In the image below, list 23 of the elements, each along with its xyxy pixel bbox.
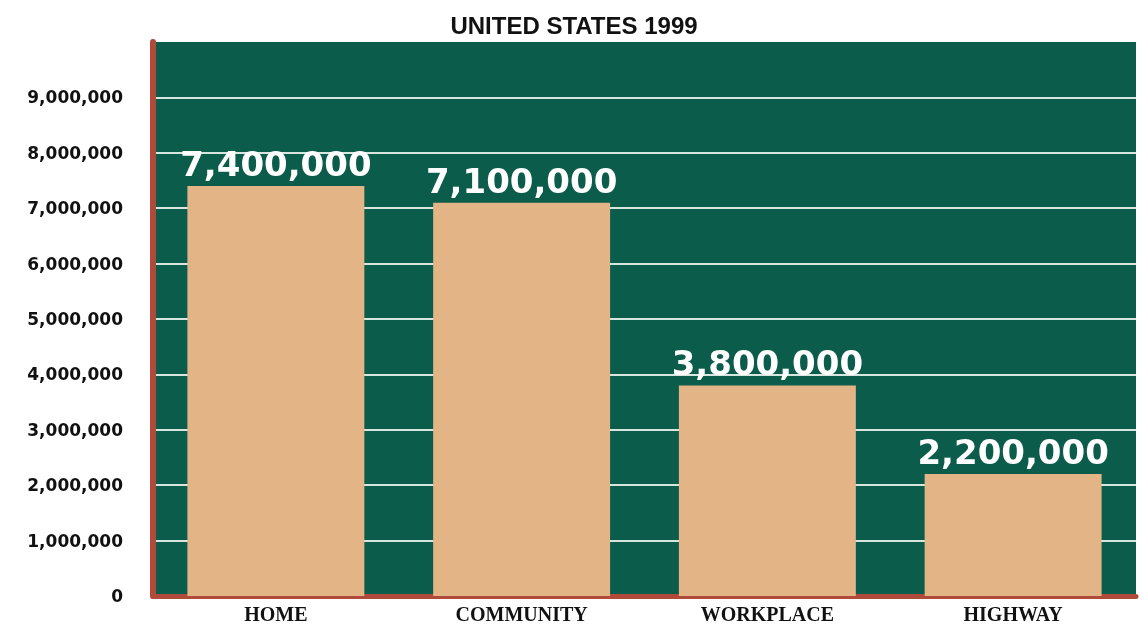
y-tick-label: 7,000,000: [27, 198, 124, 219]
x-tick-label: HIGHWAY: [963, 603, 1064, 625]
data-label: 3,800,000: [671, 343, 864, 384]
x-tick-label: HOME: [244, 603, 308, 625]
chart-title: UNITED STATES 1999: [450, 11, 698, 39]
bar: [433, 202, 611, 596]
y-tick-label: 4,000,000: [27, 364, 124, 385]
data-label: 2,200,000: [917, 432, 1109, 473]
x-tick-label: WORKPLACE: [700, 603, 835, 625]
bar: [678, 385, 856, 596]
y-tick-label: 0: [111, 586, 124, 606]
x-tick-label: COMMUNITY: [455, 603, 589, 625]
y-tick-label: 1,000,000: [27, 530, 124, 551]
y-tick-label: 5,000,000: [27, 309, 124, 329]
data-label: 7,100,000: [425, 160, 618, 201]
bar: [924, 474, 1102, 596]
y-tick-label: 2,000,000: [27, 475, 124, 496]
bar: [187, 186, 365, 596]
data-label: 7,400,000: [180, 144, 372, 185]
y-tick-label: 6,000,000: [27, 253, 124, 274]
y-tick-label: 8,000,000: [27, 142, 124, 163]
y-tick-label: 3,000,000: [27, 419, 124, 440]
y-tick-label: 9,000,000: [27, 87, 124, 108]
